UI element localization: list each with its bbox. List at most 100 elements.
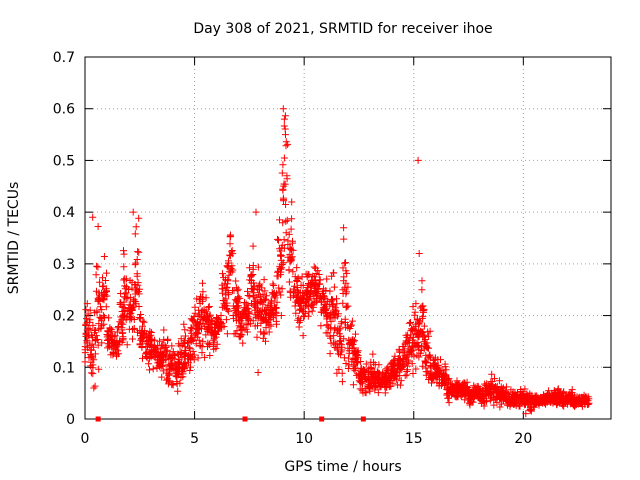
data-point (280, 122, 288, 130)
data-point (89, 213, 97, 221)
data-point (229, 312, 237, 319)
data-point (131, 281, 139, 288)
data-point (333, 295, 340, 303)
data-point (444, 394, 452, 402)
data-point (116, 337, 124, 345)
data-point (199, 279, 206, 287)
data-point (324, 329, 332, 337)
data-point (201, 353, 209, 361)
data-point (252, 303, 260, 311)
data-point (91, 382, 99, 390)
data-point (262, 292, 270, 300)
data-point (339, 299, 347, 307)
y-tick-label: 0.2 (53, 309, 75, 325)
data-point (260, 330, 268, 338)
data-point (84, 310, 92, 318)
data-point (109, 349, 117, 356)
data-point (224, 289, 232, 297)
data-point (133, 272, 141, 280)
data-point (421, 357, 429, 365)
data-point (243, 328, 251, 336)
data-point (91, 350, 99, 358)
data-point (570, 399, 577, 407)
axis-ticks (84, 56, 611, 420)
data-point (506, 399, 514, 407)
data-point (129, 325, 136, 333)
data-point (180, 320, 188, 328)
data-point (133, 286, 140, 294)
data-point (252, 208, 260, 216)
data-point (258, 284, 266, 292)
data-point (189, 347, 197, 355)
data-point (204, 339, 212, 347)
data-point (581, 401, 589, 409)
data-point (270, 311, 278, 319)
data-point (137, 311, 145, 318)
data-point (277, 291, 285, 299)
data-point (268, 300, 275, 308)
data-point (169, 381, 177, 389)
data-point (240, 311, 248, 318)
data-point (222, 302, 230, 310)
data-point (107, 326, 115, 334)
data-point (227, 231, 234, 239)
data-point (335, 350, 342, 358)
data-point (359, 366, 367, 373)
data-point (86, 306, 94, 314)
data-point (276, 288, 284, 296)
data-point (348, 317, 356, 325)
data-point (356, 370, 364, 378)
data-point (346, 325, 354, 332)
data-point (453, 377, 461, 385)
data-point (238, 326, 246, 334)
data-point (148, 347, 156, 355)
data-point (249, 242, 257, 250)
data-point (89, 370, 97, 378)
data-point (445, 399, 453, 407)
data-point (247, 279, 255, 287)
data-point (249, 271, 257, 278)
data-point (351, 337, 358, 345)
data-point (499, 385, 507, 393)
data-point (156, 337, 164, 345)
data-point (414, 156, 422, 164)
data-point (139, 354, 146, 362)
data-point (246, 320, 254, 328)
data-point (174, 365, 182, 373)
data-point (522, 410, 530, 418)
data-point (104, 344, 112, 352)
data-point (83, 300, 91, 308)
data-point (253, 294, 261, 302)
data-point (253, 333, 261, 341)
data-point (471, 387, 479, 395)
data-point (219, 297, 227, 304)
data-point (499, 384, 507, 392)
data-point (100, 282, 108, 290)
data-point (275, 236, 282, 244)
data-point (237, 330, 245, 338)
data-point (92, 271, 100, 279)
data-point (560, 402, 568, 410)
data-point (414, 339, 422, 347)
data-point (331, 306, 339, 314)
data-point (274, 235, 281, 243)
data-point (424, 328, 432, 336)
data-point (222, 316, 230, 324)
data-point (176, 379, 184, 387)
data-point (315, 271, 323, 278)
data-point (388, 362, 396, 370)
chart-title: Day 308 of 2021, SRMTID for receiver iho… (193, 21, 492, 37)
data-point (185, 344, 193, 352)
data-point (280, 259, 288, 267)
data-point (196, 320, 204, 328)
data-point (123, 341, 131, 349)
data-point (317, 322, 325, 330)
data-point (88, 331, 96, 339)
data-point (81, 358, 89, 366)
data-point (288, 215, 296, 223)
data-point (571, 403, 579, 410)
data-point (87, 369, 95, 377)
data-point (354, 359, 361, 367)
data-point (367, 365, 375, 373)
data-point (281, 112, 289, 120)
